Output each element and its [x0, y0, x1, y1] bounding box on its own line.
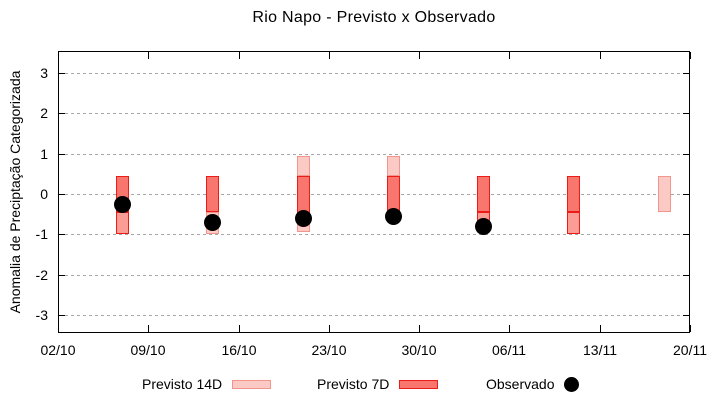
- observed-point: [475, 218, 492, 235]
- y-tick-left: [59, 315, 65, 316]
- legend-swatch-previsto-14d-icon: [232, 379, 272, 389]
- y-tick-left: [59, 113, 65, 114]
- gridline: [59, 234, 689, 235]
- observed-point: [204, 214, 221, 231]
- x-tick-top: [58, 52, 59, 59]
- gridline: [59, 154, 689, 155]
- forecast-bar-segment-pink: [297, 156, 310, 176]
- y-tick-right: [683, 194, 689, 195]
- legend-label-previsto-14d: Previsto 14D: [142, 376, 223, 392]
- y-tick-right: [683, 73, 689, 74]
- x-tick-bottom: [600, 325, 601, 332]
- x-tick-label: 16/10: [221, 342, 257, 358]
- y-tick-left: [59, 154, 65, 155]
- x-tick-top: [419, 52, 420, 59]
- y-tick-label: -1: [35, 226, 48, 242]
- chart-title: Rio Napo - Previsto x Observado: [252, 9, 496, 26]
- observed-point: [385, 208, 402, 225]
- legend-swatch-previsto-7d-icon: [399, 379, 439, 389]
- forecast-bar-segment-red: [297, 176, 310, 214]
- legend-label-previsto-7d: Previsto 7D: [317, 376, 390, 392]
- forecast-bar-segment-red: [206, 176, 219, 212]
- y-tick-right: [683, 113, 689, 114]
- x-tick-label: 13/11: [583, 342, 617, 358]
- x-tick-bottom: [329, 325, 330, 332]
- legend-dot-observado-icon: [564, 376, 580, 392]
- forecast-bar-segment-salmon: [116, 212, 129, 234]
- legend-label-observado: Observado: [486, 376, 555, 392]
- y-tick-right: [683, 275, 689, 276]
- x-tick-bottom: [239, 325, 240, 332]
- gridline: [59, 194, 689, 195]
- legend-item-observado: Observado: [486, 374, 580, 394]
- x-tick-label: 23/10: [311, 342, 347, 358]
- x-tick-bottom: [58, 325, 59, 332]
- x-tick-top: [690, 52, 691, 59]
- gridline: [59, 73, 689, 74]
- y-tick-left: [59, 73, 65, 74]
- x-tick-bottom: [509, 325, 510, 332]
- y-tick-label: 0: [40, 186, 48, 202]
- x-tick-bottom: [690, 325, 691, 332]
- x-tick-top: [148, 52, 149, 59]
- x-tick-top: [509, 52, 510, 59]
- forecast-bar-segment-salmon: [567, 212, 580, 234]
- y-tick-left: [59, 275, 65, 276]
- legend-item-previsto-7d: Previsto 7D: [317, 374, 439, 394]
- gridline: [59, 275, 689, 276]
- y-tick-left: [59, 234, 65, 235]
- y-tick-right: [683, 315, 689, 316]
- x-tick-label: 30/10: [401, 342, 437, 358]
- y-tick-label: -3: [35, 307, 48, 323]
- forecast-bar-segment-red: [477, 176, 490, 212]
- y-tick-label: -2: [35, 267, 48, 283]
- x-tick-label: 09/10: [130, 342, 166, 358]
- y-tick-right: [683, 154, 689, 155]
- x-tick-top: [600, 52, 601, 59]
- y-tick-label: 2: [40, 105, 48, 121]
- observed-point: [295, 210, 312, 227]
- gridline: [59, 315, 689, 316]
- y-tick-right: [683, 234, 689, 235]
- legend: Previsto 14D Previsto 7D Observado: [0, 374, 720, 394]
- forecast-bar-segment-pink: [658, 176, 671, 212]
- x-tick-label: 20/11: [673, 342, 707, 358]
- y-tick-left: [59, 194, 65, 195]
- observed-point: [114, 196, 131, 213]
- y-tick-label: 1: [40, 146, 48, 162]
- x-tick-bottom: [419, 325, 420, 332]
- x-tick-label: 06/11: [492, 342, 526, 358]
- plot-area: [58, 51, 690, 333]
- x-tick-label: 02/10: [40, 342, 76, 358]
- x-tick-top: [329, 52, 330, 59]
- legend-item-previsto-14d: Previsto 14D: [142, 374, 272, 394]
- x-tick-bottom: [148, 325, 149, 332]
- y-tick-label: 3: [40, 65, 48, 81]
- x-tick-top: [239, 52, 240, 59]
- forecast-bar-segment-red: [567, 176, 580, 212]
- gridline: [59, 113, 689, 114]
- forecast-bar-segment-pink: [387, 156, 400, 176]
